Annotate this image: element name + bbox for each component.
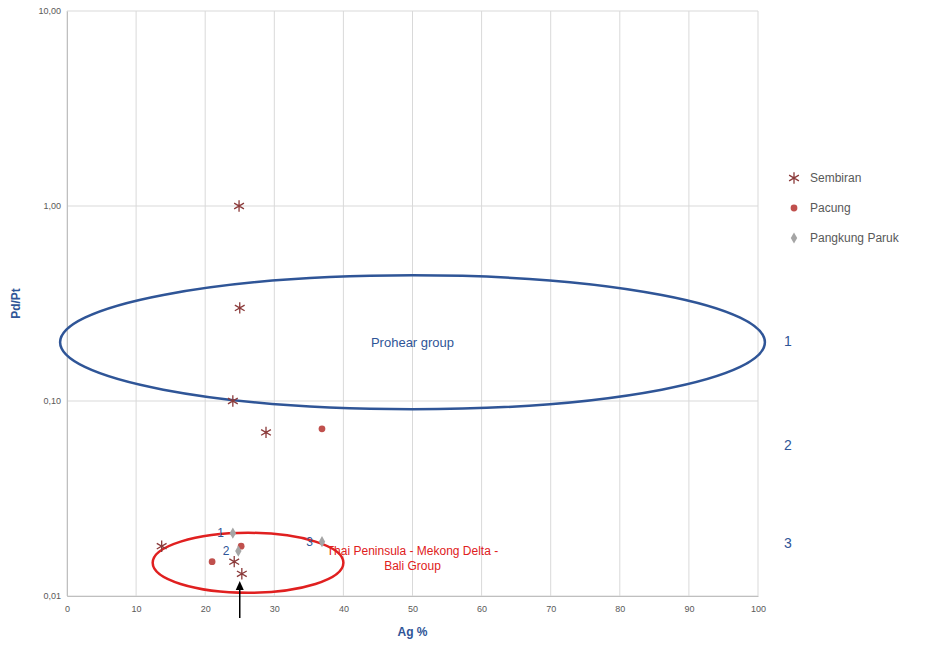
tick-label: 90 <box>684 604 694 614</box>
tick: 100 <box>751 596 766 614</box>
tick-label: 0,01 <box>43 591 61 601</box>
point-label: 3 <box>306 535 313 549</box>
grid-line <box>67 11 68 596</box>
grid-line <box>688 11 689 596</box>
group-ellipse <box>153 533 344 593</box>
tick: 90 <box>684 596 694 614</box>
point <box>261 427 271 438</box>
grid-line <box>481 11 482 596</box>
group-ellipse <box>60 275 765 409</box>
point <box>235 545 241 556</box>
point-labels: 1 2 3 <box>217 526 313 558</box>
tick: 70 <box>546 596 556 614</box>
tick-label: 50 <box>408 604 418 614</box>
tick: 40 <box>339 596 349 614</box>
image-label: 2 <box>784 437 792 453</box>
point <box>209 558 216 565</box>
x-axis: 0 10 20 30 40 50 60 70 80 90 100 <box>65 596 766 614</box>
annotation: Thai Peninsula - Mekong Delta -Bali Grou… <box>327 544 498 573</box>
grid <box>67 11 758 596</box>
legend-marker <box>789 172 799 183</box>
point <box>237 568 247 579</box>
tick: 20 <box>201 596 211 614</box>
image-label: 1 <box>784 333 792 349</box>
x-axis-title: Ag % <box>398 625 428 639</box>
tick-label: 30 <box>270 604 280 614</box>
point <box>234 200 244 211</box>
grid-line <box>550 11 551 596</box>
point <box>228 395 238 406</box>
points <box>157 200 326 579</box>
legend: Sembiran Pacung Pangkung Paruk <box>789 171 900 245</box>
tick: 0,01 <box>43 591 67 601</box>
grid-line <box>619 11 620 596</box>
tick-label: 100 <box>751 604 766 614</box>
point <box>157 541 167 552</box>
point <box>235 302 245 313</box>
chart: 0 10 20 30 40 50 60 70 80 90 100 0,01 0,10 1,00 10,00 A… <box>0 0 941 669</box>
tick: 30 <box>270 596 280 614</box>
y-axis: 0,01 0,10 1,00 10,00 <box>38 6 67 601</box>
legend-marker <box>791 232 797 243</box>
arrow-head <box>236 581 244 590</box>
legend-entry: Pacung <box>791 201 851 215</box>
grid-line <box>343 11 344 596</box>
tick-label: 40 <box>339 604 349 614</box>
grid-line <box>274 11 275 596</box>
legend-entry: Pangkung Paruk <box>791 231 900 245</box>
legend-marker <box>791 205 798 212</box>
tick: 0,10 <box>43 396 67 406</box>
grid-line <box>412 11 413 596</box>
point-label: 2 <box>223 544 230 558</box>
axis-line <box>68 596 759 597</box>
tick: 60 <box>477 596 487 614</box>
tick-label: 1,00 <box>43 201 61 211</box>
image-labels: 1 2 3 <box>784 333 792 551</box>
point <box>229 556 239 567</box>
y-axis-title: Pd/Pt <box>9 288 23 319</box>
grid-line <box>67 11 758 12</box>
legend-label: Pacung <box>810 201 851 215</box>
image-label: 3 <box>784 535 792 551</box>
annotation-line: Thai Peninsula - Mekong Delta - <box>327 544 498 558</box>
tick-label: 10 <box>132 604 142 614</box>
grid-line <box>67 206 758 207</box>
tick: 10,00 <box>38 6 67 16</box>
grid-line <box>136 11 137 596</box>
tick: 1,00 <box>43 201 67 211</box>
tick: 0 <box>65 596 70 614</box>
tick-label: 10,00 <box>38 6 61 16</box>
grid-line <box>758 11 759 596</box>
tick-label: 80 <box>615 604 625 614</box>
tick-label: 60 <box>477 604 487 614</box>
tick-label: 0,10 <box>43 396 61 406</box>
point-label: 1 <box>217 526 224 540</box>
point <box>319 425 326 432</box>
grid-line <box>205 11 206 596</box>
tick-label: 0 <box>65 604 70 614</box>
tick-label: 70 <box>546 604 556 614</box>
axis-line <box>67 12 68 597</box>
grid-line <box>67 596 758 597</box>
tick: 50 <box>408 596 418 614</box>
tick: 80 <box>615 596 625 614</box>
tick: 10 <box>132 596 142 614</box>
annotation: Prohear group <box>371 335 454 350</box>
annotations: Prohear group Thai Peninsula - Mekong Del… <box>60 275 765 618</box>
point <box>319 536 325 547</box>
legend-entry: Sembiran <box>789 171 861 185</box>
annotation-line: Bali Group <box>384 559 441 573</box>
legend-label: Pangkung Paruk <box>810 231 900 245</box>
grid-line <box>67 401 758 402</box>
legend-label: Sembiran <box>810 171 861 185</box>
point <box>230 528 236 539</box>
tick-label: 20 <box>201 604 211 614</box>
